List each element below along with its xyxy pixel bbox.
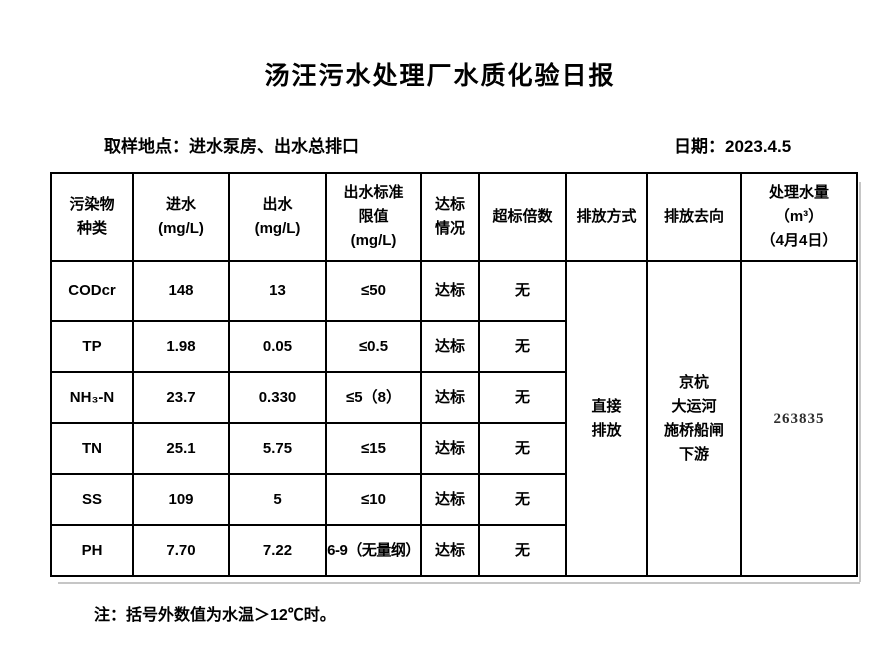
header-outflow: 出水 (mg/L) (228, 172, 327, 262)
table-row-nh3n: NH₃-N 23.7 0.330 ≤5（8） 达标 无 (50, 371, 857, 424)
sampling-point-label: 取样地点：进水泵房、出水总排口 (104, 137, 359, 156)
cell-inflow: 23.7 (132, 371, 230, 424)
table-scan-shadow-right (859, 182, 861, 582)
cell-limit: ≤15 (325, 422, 422, 475)
cell-pollutant: NH₃-N (50, 371, 134, 424)
cell-status: 达标 (420, 320, 480, 373)
header-compliance-status: 达标 情况 (420, 172, 480, 262)
table-row-codcr: CODcr 148 13 ≤50 达标 无 直接 排放 京杭 大运河 施桥船闸 … (50, 260, 858, 577)
cell-inflow: 7.70 (132, 524, 230, 577)
header-row: 污染物 种类 进水 (mg/L) 出水 (mg/L) 出水标准 限值 (mg/L… (50, 172, 858, 262)
cell-exceed: 无 (478, 260, 567, 322)
cell-exceed: 无 (478, 524, 567, 577)
footnote: 注：括号外数值为水温＞12℃时。 (94, 607, 336, 624)
cell-outflow: 7.22 (228, 524, 327, 577)
cell-inflow: 109 (132, 473, 230, 526)
cell-status: 达标 (420, 524, 480, 577)
report-date-label: 日期：2023.4.5 (674, 137, 792, 156)
cell-status: 达标 (420, 422, 480, 475)
table-row-tn: TN 25.1 5.75 ≤15 达标 无 (50, 422, 857, 475)
cell-outflow: 5.75 (228, 422, 327, 475)
header-inflow: 进水 (mg/L) (132, 172, 230, 262)
cell-outflow: 13 (228, 260, 327, 322)
header-pollutant-type: 污染物 种类 (50, 172, 134, 262)
cell-inflow: 25.1 (132, 422, 230, 475)
table-row-ph: PH 7.70 7.22 6-9（无量纲） 达标 无 (50, 524, 857, 577)
cell-outflow: 0.330 (228, 371, 327, 424)
cell-pollutant: TN (50, 422, 134, 475)
header-outflow-limit: 出水标准 限值 (mg/L) (325, 172, 422, 262)
cell-limit: 6-9（无量纲） (325, 524, 422, 577)
cell-discharge-mode: 直接 排放 (565, 260, 648, 577)
header-exceed-multiple: 超标倍数 (478, 172, 567, 262)
cell-limit: ≤50 (325, 260, 422, 322)
cell-status: 达标 (420, 371, 480, 424)
header-discharge-mode: 排放方式 (565, 172, 648, 262)
table-row-tp: TP 1.98 0.05 ≤0.5 达标 无 (50, 320, 857, 373)
header-discharge-destination: 排放去向 (646, 172, 742, 262)
cell-status: 达标 (420, 260, 480, 322)
cell-inflow: 148 (132, 260, 230, 322)
cell-outflow: 0.05 (228, 320, 327, 373)
cell-pollutant: TP (50, 320, 134, 373)
cell-exceed: 无 (478, 320, 567, 373)
cell-exceed: 无 (478, 422, 567, 475)
cell-inflow: 1.98 (132, 320, 230, 373)
cell-outflow: 5 (228, 473, 327, 526)
water-quality-table: 污染物 种类 进水 (mg/L) 出水 (mg/L) 出水标准 限值 (mg/L… (50, 172, 858, 577)
cell-limit: ≤0.5 (325, 320, 422, 373)
cell-pollutant: CODcr (50, 260, 134, 322)
cell-discharge-destination: 京杭 大运河 施桥船闸 下游 (646, 260, 742, 577)
cell-pollutant: SS (50, 473, 134, 526)
header-treated-volume: 处理水量 （m³） （4月4日） (740, 172, 858, 262)
cell-limit: ≤5（8） (325, 371, 422, 424)
cell-pollutant: PH (50, 524, 134, 577)
cell-status: 达标 (420, 473, 480, 526)
table-scan-shadow-bottom (58, 582, 860, 584)
cell-exceed: 无 (478, 371, 567, 424)
cell-exceed: 无 (478, 473, 567, 526)
table-row-ss: SS 109 5 ≤10 达标 无 (50, 473, 857, 526)
cell-treated-volume: 263835 (740, 260, 858, 577)
page-title: 汤汪污水处理厂水质化验日报 (264, 62, 616, 90)
cell-limit: ≤10 (325, 473, 422, 526)
